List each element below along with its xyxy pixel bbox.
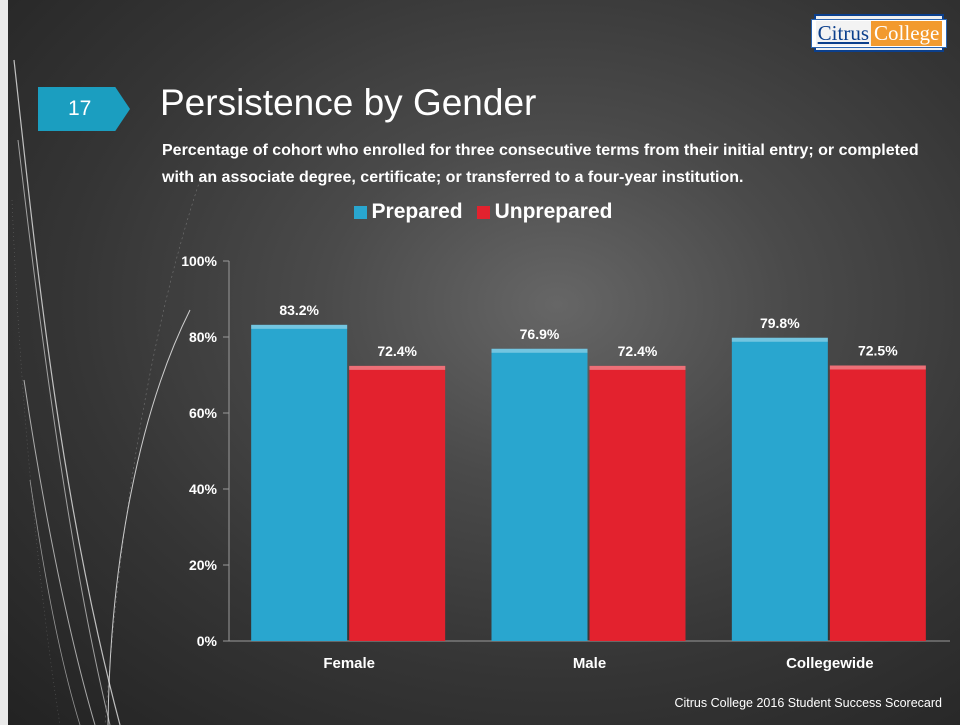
x-tick-label: Male: [573, 655, 606, 672]
page-title: Persistence by Gender: [160, 82, 537, 123]
y-tick-label: 80%: [189, 329, 218, 345]
legend-item-unprepared: Unprepared: [471, 200, 613, 224]
legend-swatch-unprepared: [476, 205, 490, 219]
x-tick-label: Collegewide: [786, 655, 874, 672]
page-subtitle: Percentage of cohort who enrolled for th…: [162, 142, 919, 186]
data-label: 76.9%: [520, 326, 560, 342]
logo-text-citrus: Citrus: [815, 20, 872, 46]
data-label: 79.8%: [760, 315, 800, 331]
bar-unprepared-male: [589, 365, 686, 641]
bar-unprepared-collegewide: [829, 365, 926, 641]
chart-legend: Prepared Unprepared: [0, 200, 960, 224]
bar-prepared-male: [491, 348, 588, 641]
y-tick-label: 60%: [189, 405, 218, 421]
x-tick-label: Female: [323, 655, 375, 672]
bar-highlight: [251, 324, 348, 329]
y-tick-label: 20%: [189, 557, 218, 573]
legend-item-prepared: Prepared: [348, 200, 463, 224]
bar-prepared-female: [251, 324, 348, 641]
bar-highlight: [589, 365, 686, 370]
y-tick-label: 40%: [189, 481, 218, 497]
data-label: 72.4%: [377, 343, 417, 359]
data-label: 72.5%: [858, 343, 898, 359]
data-label: 83.2%: [279, 302, 319, 318]
data-label: 72.4%: [618, 343, 658, 359]
legend-label-unprepared: Unprepared: [494, 200, 613, 223]
y-tick-label: 100%: [181, 253, 217, 269]
bar-highlight: [491, 348, 588, 353]
slide-number: 17: [68, 97, 92, 120]
bar-unprepared-female: [349, 365, 446, 641]
bar-highlight: [829, 365, 926, 370]
bar-prepared-collegewide: [731, 337, 828, 641]
citrus-college-logo: Citrus College: [810, 14, 948, 52]
slide-number-badge: 17: [38, 87, 130, 131]
footer-source: Citrus College 2016 Student Success Scor…: [674, 696, 942, 710]
bar-highlight: [349, 365, 446, 370]
bar-highlight: [731, 337, 828, 342]
legend-swatch-prepared: [353, 205, 367, 219]
y-tick-label: 0%: [197, 633, 218, 649]
logo-text-college: College: [871, 20, 943, 46]
legend-label-prepared: Prepared: [371, 200, 463, 223]
